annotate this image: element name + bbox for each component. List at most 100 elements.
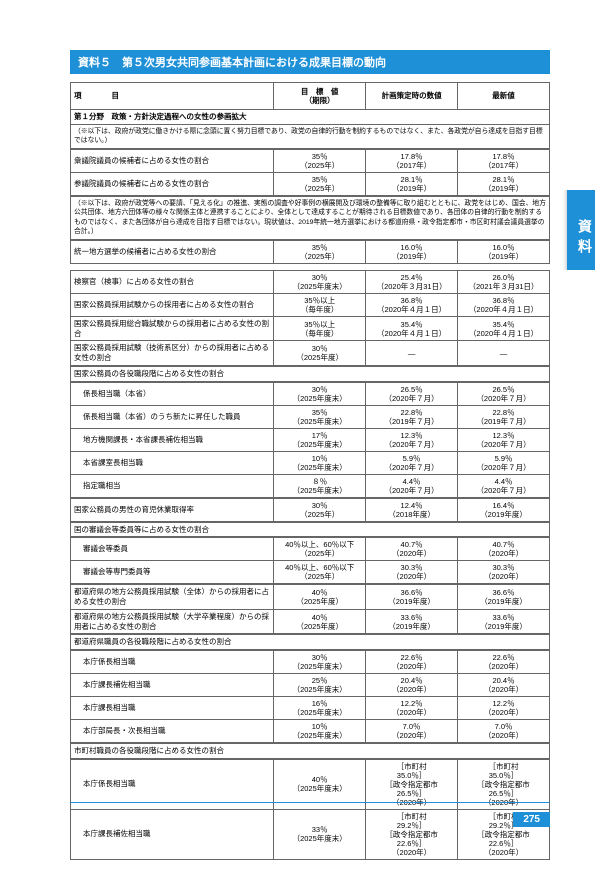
table-row-target: 40％（2025年度） <box>274 585 366 610</box>
table-row-target: 16％（2025年度末） <box>274 697 366 720</box>
table-row-item: 係長相当職（本省）のうち新たに昇任した職員 <box>71 405 274 428</box>
table-row-latest: 26.5％（2020年７月） <box>458 382 550 405</box>
table-row-latest: 4.4％（2020年７月） <box>458 474 550 497</box>
note-2: （※以下は、政府が政党等への要請、「見える化」の推進、実態の調査や好事例の横展開… <box>71 196 550 239</box>
table-row-plan: 22.6％（2020年） <box>366 651 458 674</box>
table-row-item: 国家公務員の男性の育児休業取得率 <box>71 498 274 521</box>
table-row-latest: 30.3％（2020年） <box>458 561 550 584</box>
table-row-plan: — <box>366 341 458 366</box>
table-row-latest: 7.0％（2020年） <box>458 720 550 743</box>
table-row-target: 30％（2025年度末） <box>274 382 366 405</box>
table-row-item: 審議会等委員 <box>71 538 274 561</box>
group-2: 検察官（検事）に占める女性の割合30％（2025年度末）25.4％（2020年３… <box>70 270 550 366</box>
table-row-plan: 36.8％（2020年４月１日） <box>366 293 458 316</box>
table-row-target: 40％以上、60％以下（2025年） <box>274 561 366 584</box>
table-row-target: 35％以上（毎年度） <box>274 316 366 341</box>
table-row-item: 本庁部局長・次長相当職 <box>71 720 274 743</box>
table-row-latest: 36.8％（2020年４月１日） <box>458 293 550 316</box>
table-row-plan: 7.0％（2020年） <box>366 720 458 743</box>
table-row-latest: 35.4％（2020年４月１日） <box>458 316 550 341</box>
table-row-item: 都道府県の地方公務員採用試験（全体）からの採用者に占める女性の割合 <box>71 585 274 610</box>
table-row-item: 国家公務員採用試験からの採用者に占める女性の割合 <box>71 293 274 316</box>
table-row-plan: 20.4％（2020年） <box>366 674 458 697</box>
rows-1: 衆議院議員の候補者に占める女性の割合35％（2025年）17.8％（2017年）… <box>70 149 550 196</box>
table-row-plan: 12.2％（2020年） <box>366 697 458 720</box>
table-row-latest: 17.8％（2017年） <box>458 149 550 172</box>
sub4: 市町村職員の各役職段階に占める女性の割合 <box>70 743 550 759</box>
table-row-target: 40％以上、60％以下（2025年） <box>274 538 366 561</box>
table-row-target: 30％（2025年度） <box>274 341 366 366</box>
table-row-target: 25％（2025年度末） <box>274 674 366 697</box>
table-row-target: 10％（2025年度末） <box>274 720 366 743</box>
table-row-plan: 25.4％（2020年３月31日） <box>366 270 458 293</box>
table-row-item: 衆議院議員の候補者に占める女性の割合 <box>71 149 274 172</box>
table-row-item: 検察官（検事）に占める女性の割合 <box>71 270 274 293</box>
table-row-item: 参議院議員の候補者に占める女性の割合 <box>71 172 274 195</box>
table-row-target: 35％（2025年） <box>274 149 366 172</box>
table-row-plan: 4.4％（2020年７月） <box>366 474 458 497</box>
table-row-plan: 17.8％（2017年） <box>366 149 458 172</box>
sub1: 国家公務員の各役職段階に占める女性の割合 <box>70 366 550 382</box>
table-row-plan: 26.5％（2020年７月） <box>366 382 458 405</box>
table-row-plan: 22.8％（2019年７月） <box>366 405 458 428</box>
col-plan: 計画策定時の数値 <box>366 83 458 110</box>
table-row-item: 国家公務員採用試験（技術系区分）からの採用者に占める女性の割合 <box>71 341 274 366</box>
table-row-target: 30％（2025年度末） <box>274 651 366 674</box>
document-title: 資料５ 第５次男女共同参画基本計画における成果目標の動向 <box>70 50 550 74</box>
table-row-latest: 26.0％（2021年３月31日） <box>458 270 550 293</box>
group-4: 審議会等委員40％以上、60％以下（2025年）40.7％（2020年）40.7… <box>70 537 550 584</box>
table-row-plan: 12.3％（2020年７月） <box>366 428 458 451</box>
table-row-item: 本庁課長補佐相当職 <box>71 674 274 697</box>
page-content: 資料５ 第５次男女共同参画基本計画における成果目標の動向 項 目 目 標 値（期… <box>0 0 595 890</box>
table-row-item: 本庁係長相当職 <box>71 651 274 674</box>
group-5: 都道府県の地方公務員採用試験（全体）からの採用者に占める女性の割合40％（202… <box>70 584 550 634</box>
table-row-item: 国家公務員採用総合職試験からの採用者に占める女性の割合 <box>71 316 274 341</box>
note-table-2: （※以下は、政府が政党等への要請、「見える化」の推進、実態の調査や好事例の横展開… <box>70 196 550 240</box>
table-row-target: 17％（2025年度末） <box>274 428 366 451</box>
row-4: 国家公務員の男性の育児休業取得率30％（2025年）12.4％（2018年度）1… <box>70 498 550 522</box>
table-row-latest: 28.1％（2019年） <box>458 172 550 195</box>
table-row-latest: 20.4％（2020年） <box>458 674 550 697</box>
table-row-plan: 36.6％（2019年度） <box>366 585 458 610</box>
table-row-latest: 16.0％（2019年） <box>458 240 550 263</box>
data-table: 項 目 目 標 値（期限） 計画策定時の数値 最新値 第１分野 政策・方針決定過… <box>70 82 550 149</box>
table-row-target: 10％（2025年度末） <box>274 451 366 474</box>
sub3: 都道府県職員の各役職段階に占める女性の割合 <box>70 634 550 650</box>
table-row-target: 35％以上（毎年度） <box>274 293 366 316</box>
table-row-latest: 5.9％（2020年７月） <box>458 451 550 474</box>
table-row-plan: 28.1％（2019年） <box>366 172 458 195</box>
table-row-target: ８％（2025年度末） <box>274 474 366 497</box>
table-row-target: 35％（2025年度末） <box>274 405 366 428</box>
col-target: 目 標 値（期限） <box>274 83 366 110</box>
table-row-target: 40％（2025年度） <box>274 609 366 634</box>
table-row-latest: — <box>458 341 550 366</box>
table-row-target: 35％（2025年） <box>274 240 366 263</box>
table-row-latest: 40.7％（2020年） <box>458 538 550 561</box>
table-row-item: 係長相当職（本省） <box>71 382 274 405</box>
table-row-item: 審議会等専門委員等 <box>71 561 274 584</box>
table-row-latest: 12.2％（2020年） <box>458 697 550 720</box>
group-6: 本庁係長相当職30％（2025年度末）22.6％（2020年）22.6％（202… <box>70 650 550 743</box>
note-1: （※以下は、政府が政党に働きかける際に念頭に置く努力目標であり、政党の自律的行動… <box>71 124 550 148</box>
table-row-plan: 40.7％（2020年） <box>366 538 458 561</box>
row-3: 統一地方選挙の候補者に占める女性の割合35％（2025年）16.0％（2019年… <box>70 240 550 264</box>
table-row-item: 本庁課長相当職 <box>71 697 274 720</box>
table-row-latest: 36.6％（2019年度） <box>458 585 550 610</box>
table-row-latest: 33.6％（2019年度） <box>458 609 550 634</box>
table-row-latest: 22.6％（2020年） <box>458 651 550 674</box>
table-row-item: 指定職相当 <box>71 474 274 497</box>
page-number: 275 <box>513 812 550 827</box>
sub2: 国の審議会等委員等に占める女性の割合 <box>70 522 550 538</box>
table-row-item: 地方機関課長・本省課長補佐相当職 <box>71 428 274 451</box>
table-row-latest: 16.4％（2019年度） <box>458 498 550 521</box>
section-1-title: 第１分野 政策・方針決定過程への女性の参画拡大 <box>71 110 550 125</box>
table-row-target: 35％（2025年） <box>274 172 366 195</box>
table-row-plan: 30.3％（2020年） <box>366 561 458 584</box>
col-latest: 最新値 <box>458 83 550 110</box>
table-row-plan: 5.9％（2020年７月） <box>366 451 458 474</box>
side-tab: 資料 <box>567 190 595 270</box>
table-row-item: 本省課室長相当職 <box>71 451 274 474</box>
table-row-latest: 22.8％（2019年７月） <box>458 405 550 428</box>
table-row-plan: 12.4％（2018年度） <box>366 498 458 521</box>
table-row-item: 都道府県の地方公務員採用試験（大学卒業程度）からの採用者に占める女性の割合 <box>71 609 274 634</box>
